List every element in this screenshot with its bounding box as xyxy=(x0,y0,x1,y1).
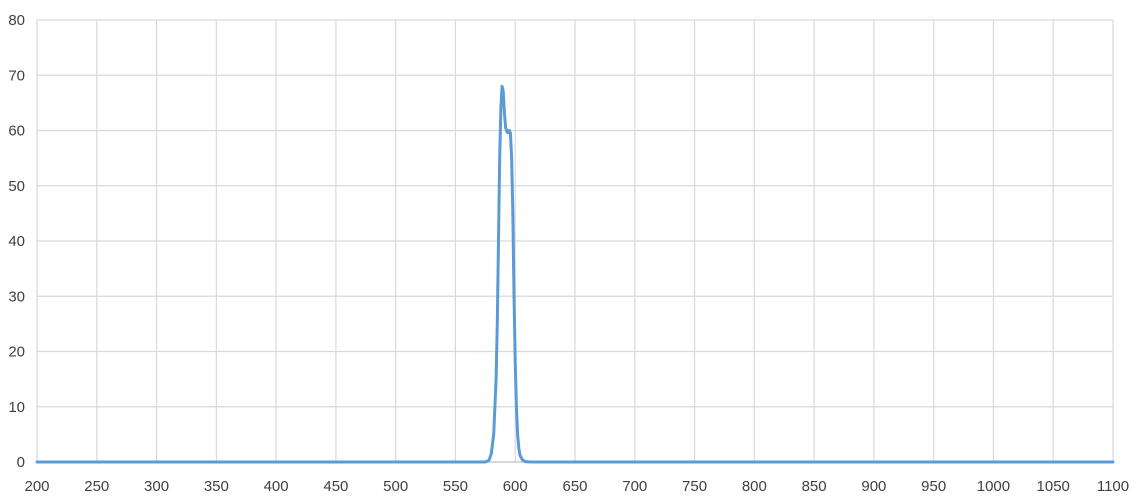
x-tick-label: 250 xyxy=(84,478,109,495)
y-tick-labels: 0 10 20 30 40 50 60 70 80 xyxy=(8,12,25,471)
x-tick-labels: 200 250 300 350 400 450 500 550 600 650 700 750 800 8… xyxy=(24,478,1129,495)
y-tick-label: 80 xyxy=(8,12,25,29)
x-tick-label: 350 xyxy=(204,478,229,495)
x-tick-label: 500 xyxy=(383,478,408,495)
x-tick-label: 700 xyxy=(622,478,647,495)
x-tick-label: 750 xyxy=(682,478,707,495)
y-tick-label: 70 xyxy=(8,67,25,84)
x-tick-label: 200 xyxy=(24,478,49,495)
y-tick-label: 60 xyxy=(8,123,25,140)
y-tick-label: 20 xyxy=(8,344,25,361)
y-tick-label: 50 xyxy=(8,178,25,195)
x-tick-label: 1050 xyxy=(1037,478,1070,495)
x-tick-label: 450 xyxy=(323,478,348,495)
x-tick-label: 650 xyxy=(562,478,587,495)
y-tick-label: 40 xyxy=(8,233,25,250)
x-tick-label: 600 xyxy=(503,478,528,495)
x-tick-label: 800 xyxy=(742,478,767,495)
x-tick-label: 950 xyxy=(921,478,946,495)
x-tick-label: 900 xyxy=(861,478,886,495)
y-tick-label: 30 xyxy=(8,288,25,305)
x-tick-label: 550 xyxy=(443,478,468,495)
x-tick-label: 300 xyxy=(144,478,169,495)
y-tick-label: 10 xyxy=(8,399,25,416)
x-tick-label: 400 xyxy=(264,478,289,495)
x-tick-label: 1000 xyxy=(977,478,1010,495)
y-tick-label: 0 xyxy=(17,454,25,471)
x-tick-label: 1100 xyxy=(1097,478,1129,495)
series-lines xyxy=(35,84,1115,464)
grid-lines xyxy=(36,19,1114,462)
x-tick-label: 850 xyxy=(802,478,827,495)
series-line xyxy=(35,84,1115,464)
